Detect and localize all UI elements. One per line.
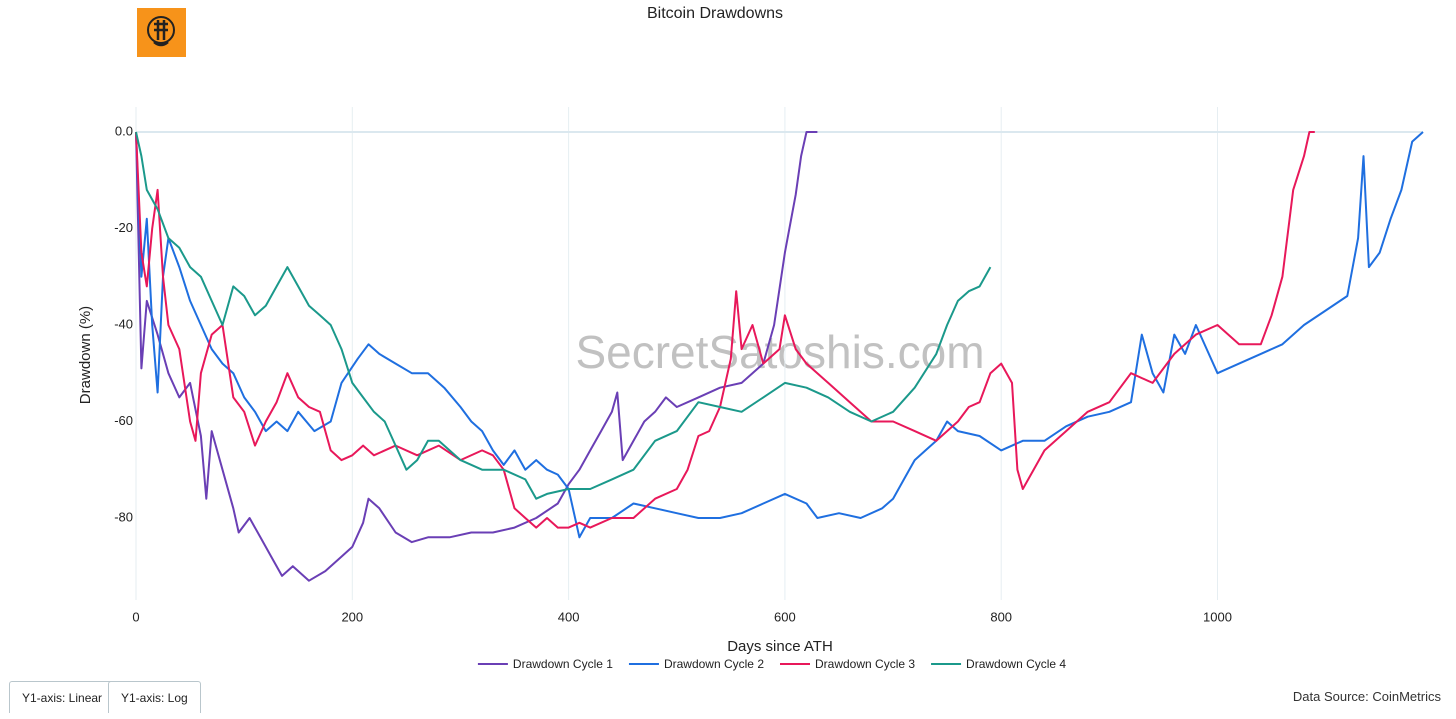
series-line [135, 131, 992, 500]
watermark: SecretSatoshis.com [575, 326, 984, 378]
x-tick-label: 0 [132, 609, 139, 624]
series-line [135, 131, 818, 582]
data-source: Data Source: CoinMetrics [1292, 689, 1441, 704]
logo-icon [147, 16, 175, 44]
chart-title: Bitcoin Drawdowns [647, 5, 783, 22]
x-tick-label: 600 [774, 609, 796, 624]
chart: Bitcoin Drawdowns SecretSatoshis.com Day… [77, 5, 1424, 671]
plot-lines [135, 131, 1424, 582]
y-tick-label: 0.0 [115, 123, 133, 138]
y-tick-label: -60 [114, 413, 133, 428]
y-tick-label: -40 [114, 316, 133, 331]
legend-label: Drawdown Cycle 2 [664, 657, 764, 671]
series-line [135, 131, 1424, 539]
x-axis-label: Days since ATH [727, 638, 833, 655]
x-tick-label: 800 [990, 609, 1012, 624]
logo-icon [153, 20, 169, 47]
y-tick-label: -20 [114, 220, 133, 235]
y-linear-button[interactable]: Y1-axis: Linear [9, 681, 116, 713]
legend-label: Drawdown Cycle 4 [966, 657, 1066, 671]
legend-label: Drawdown Cycle 1 [513, 657, 613, 671]
x-tick-label: 200 [341, 609, 363, 624]
series-line [135, 131, 1315, 529]
x-tick-label: 1000 [1203, 609, 1232, 624]
legend: Drawdown Cycle 1 Drawdown Cycle 2 Drawdown… [477, 657, 1066, 671]
legend-label: Drawdown Cycle 3 [815, 657, 915, 671]
logo [137, 8, 186, 57]
y-log-button[interactable]: Y1-axis: Log [108, 681, 201, 713]
grid: 0 200 400 600 800 1000 0.0 -20 -40 -60 -80 [114, 107, 1423, 624]
x-tick-label: 400 [558, 609, 580, 624]
y-tick-label: -80 [114, 509, 133, 524]
y-axis-label: Drawdown (%) [77, 306, 94, 404]
